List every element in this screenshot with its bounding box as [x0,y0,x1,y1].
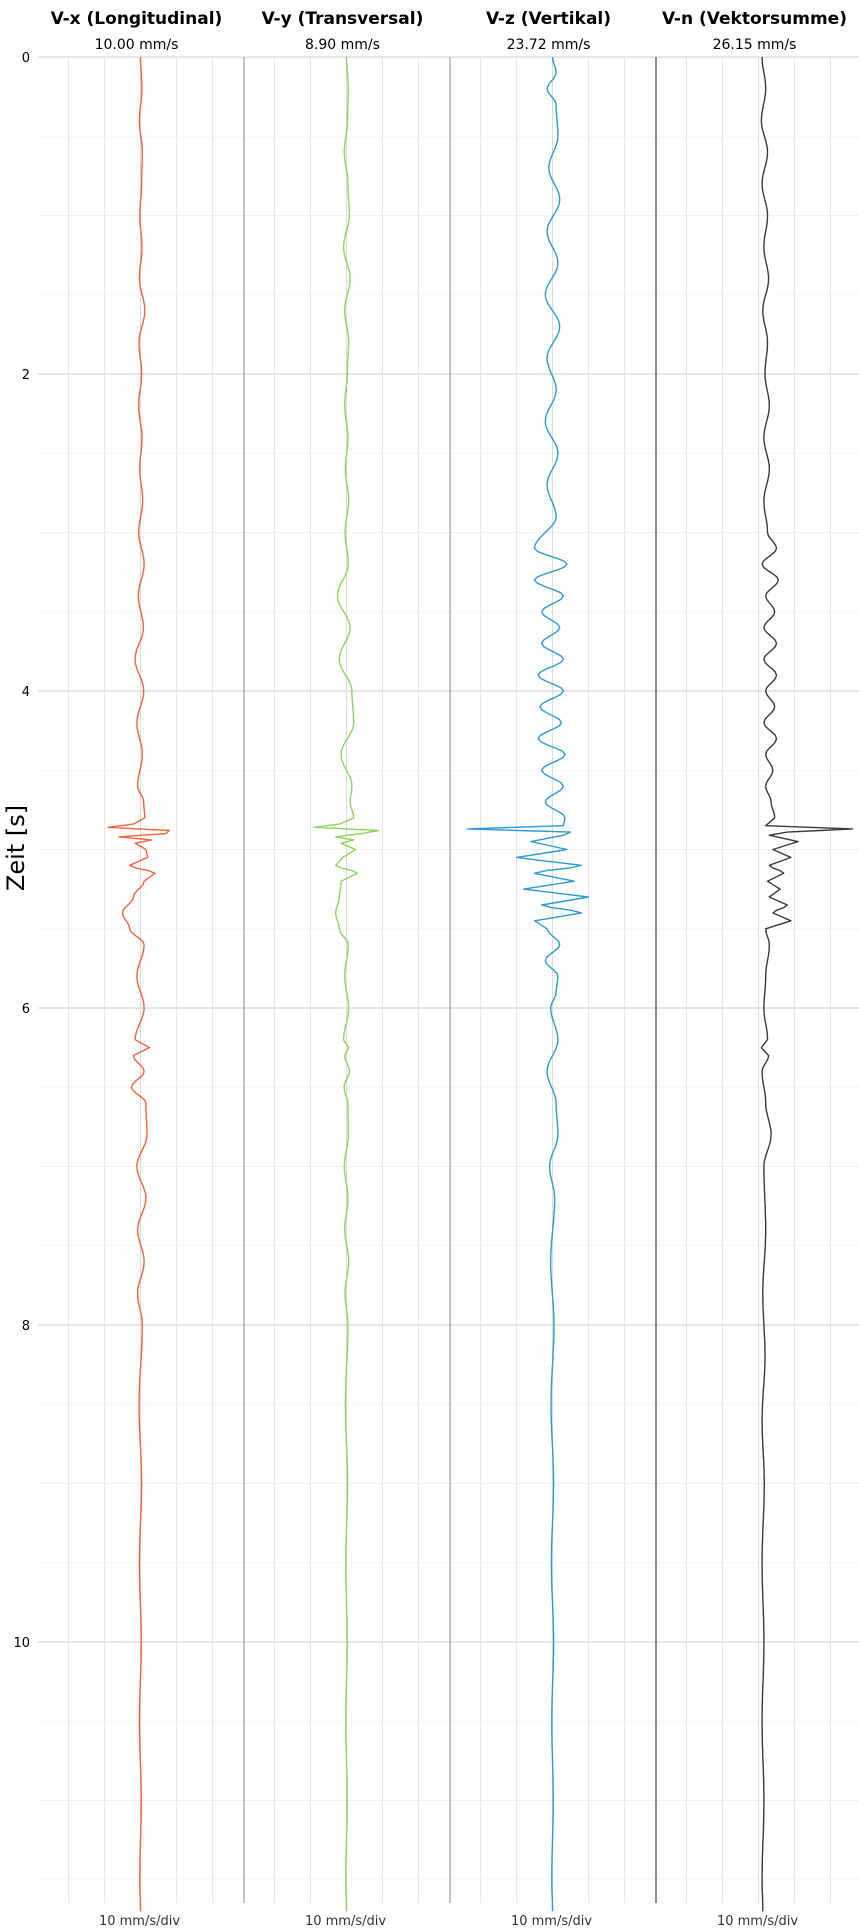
panel-scale-label: 10 mm/s/div [511,1914,592,1929]
y-tick-label: 2 [22,368,30,383]
y-axis-label: Zeit [s] [2,805,30,891]
series-trace-2 [313,57,380,1912]
y-tick-label: 8 [22,1319,30,1334]
panel-title: V-x (Longitudinal) [51,9,223,29]
panel-scale-label: 10 mm/s/div [717,1914,798,1929]
panel-peak-value: 23.72 mm/s [507,37,591,53]
panel-scale-label: 10 mm/s/div [305,1914,386,1929]
panel-title: V-n (Vektorsumme) [662,9,847,29]
series-trace-4 [760,56,854,1912]
panel-3: V-z (Vertikal) 23.72 mm/s 10 mm/s/div [449,9,625,1929]
panel-peak-value: 8.90 mm/s [305,37,380,53]
y-tick-label: 6 [22,1002,30,1017]
panel-title: V-y (Transversal) [262,9,424,29]
panel-1: V-x (Longitudinal) 10.00 mm/s 10 mm/s/div [51,9,223,1929]
y-tick-label: 10 [13,1636,30,1651]
series-trace-1 [107,57,171,1912]
panel-peak-value: 10.00 mm/s [95,37,179,53]
y-tick-label: 4 [22,685,30,700]
y-tick-label: 0 [22,51,30,66]
panel-peak-value: 26.15 mm/s [713,37,797,53]
series-trace-3 [466,56,590,1912]
panel-4: V-n (Vektorsumme) 26.15 mm/s 10 mm/s/div [655,9,854,1929]
panel-2: V-y (Transversal) 8.90 mm/s 10 mm/s/div [243,9,424,1929]
panel-scale-label: 10 mm/s/div [99,1914,180,1929]
panel-title: V-z (Vertikal) [486,9,611,29]
